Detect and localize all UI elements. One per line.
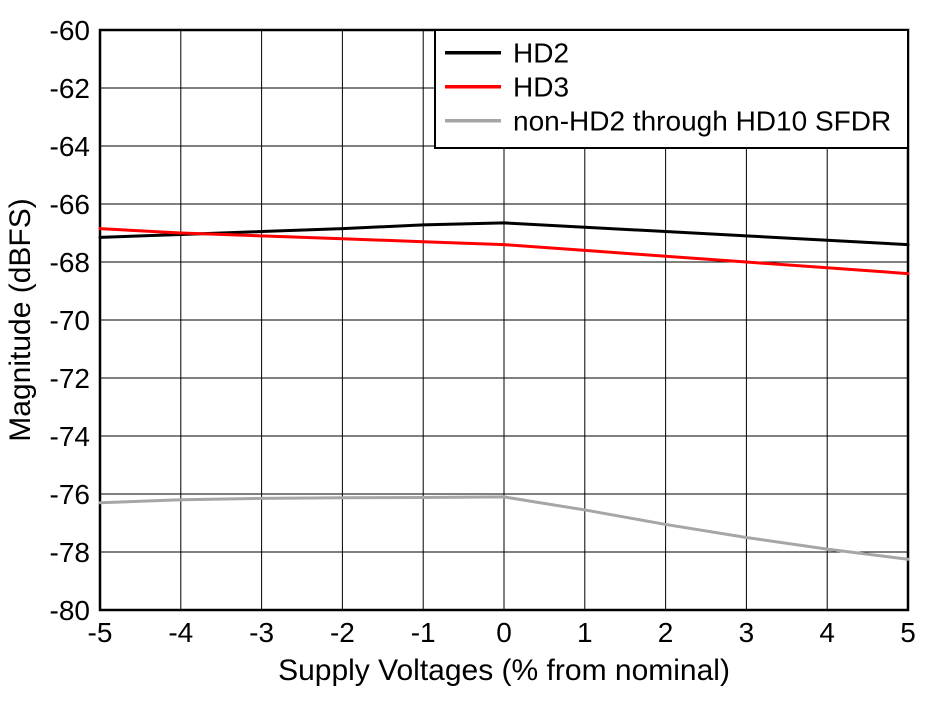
legend-label: HD2: [513, 38, 569, 69]
x-tick-label: -4: [168, 617, 193, 648]
x-tick-label: -1: [411, 617, 436, 648]
y-axis-label: Magnitude (dBFS): [4, 198, 37, 441]
x-tick-label: 2: [658, 617, 674, 648]
line-chart: -5 -4 -3 -2 -1 0 1 2 3 4 5 -80 -78 -76 -74 -72 -70 -68 -66…: [0, 0, 942, 701]
y-tick-label: -60: [50, 15, 90, 46]
y-tick-label: -78: [50, 537, 90, 568]
y-tick-label: -68: [50, 247, 90, 278]
legend: HD2HD3non-HD2 through HD10 SFDR: [435, 30, 908, 148]
chart-container: -5 -4 -3 -2 -1 0 1 2 3 4 5 -80 -78 -76 -74 -72 -70 -68 -66…: [0, 0, 942, 701]
y-tick-label: -76: [50, 479, 90, 510]
legend-label: non-HD2 through HD10 SFDR: [513, 106, 891, 137]
y-tick-label: -72: [50, 363, 90, 394]
x-tick-label: -5: [88, 617, 113, 648]
x-tick-label: -2: [330, 617, 355, 648]
x-tick-label: 0: [496, 617, 512, 648]
y-tick-label: -62: [50, 73, 90, 104]
y-tick-label: -74: [50, 421, 90, 452]
x-tick-label: 1: [577, 617, 593, 648]
y-tick-label: -80: [50, 595, 90, 626]
x-tick-label: -3: [249, 617, 274, 648]
y-tick-label: -64: [50, 131, 90, 162]
x-tick-label: 3: [739, 617, 755, 648]
legend-label: HD3: [513, 72, 569, 103]
x-axis-label: Supply Voltages (% from nominal): [278, 654, 730, 687]
y-tick-label: -70: [50, 305, 90, 336]
y-tick-label: -66: [50, 189, 90, 220]
x-tick-label: 5: [900, 617, 916, 648]
x-tick-label: 4: [819, 617, 835, 648]
